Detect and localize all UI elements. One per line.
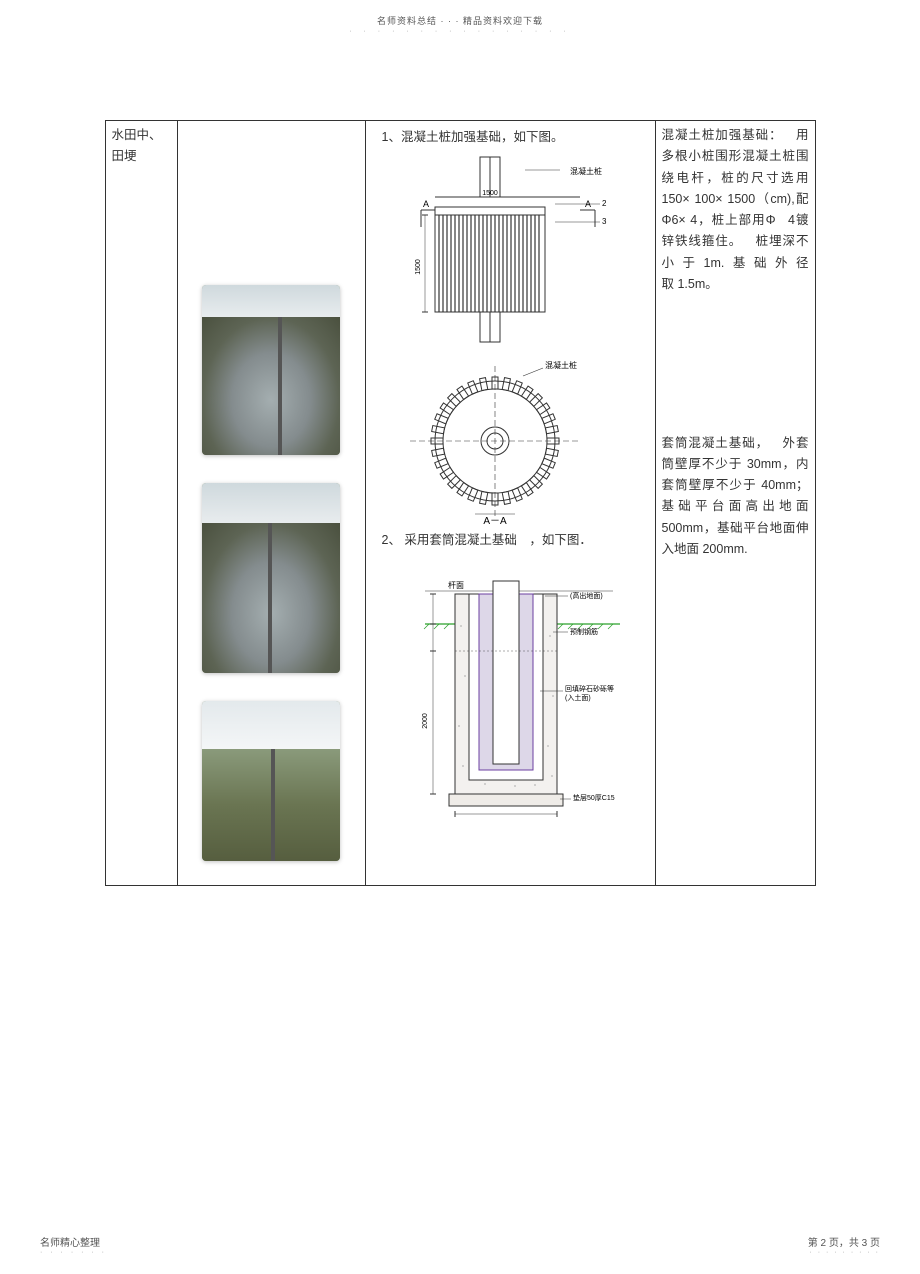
- site-photo-3: [202, 701, 340, 861]
- site-photo-1: [202, 285, 340, 455]
- page-header-dots: · · · · · · · · · · · · · · · ·: [0, 28, 920, 35]
- description-1: 混凝土桩加强基础： 用多根小桩围形混凝土桩围绕电杆，桩的尺寸选用150× 100…: [662, 125, 809, 295]
- footer-left: 名师精心整理: [40, 1234, 107, 1249]
- diag-label: 杆面: [448, 580, 464, 590]
- diag-label: 预制钢筋: [570, 627, 598, 636]
- footer-dots-right: · · · · · · · · ·: [808, 1249, 880, 1256]
- diag-dim: 1500: [415, 259, 422, 275]
- diag-label: (高出地面): [570, 591, 603, 600]
- location-label-cell: 水田中、田埂: [105, 121, 177, 886]
- description-cell: 混凝土桩加强基础： 用多根小桩围形混凝土桩围绕电杆，桩的尺寸选用150× 100…: [655, 121, 815, 886]
- section-label: A－A: [483, 516, 507, 526]
- diag-label: (入土面): [565, 693, 591, 702]
- diag-label: 混凝土桩: [570, 166, 602, 176]
- photo-cell: [177, 121, 365, 886]
- diag-dim: 2000: [422, 713, 429, 729]
- table-row: 水田中、田埂 1、混凝土桩加强基础，如下图。 混凝土桩: [105, 121, 815, 886]
- diag-dim: 1500: [482, 190, 498, 197]
- diag-label: 回填碎石砂砾等: [565, 684, 614, 693]
- content-table: 水田中、田埂 1、混凝土桩加强基础，如下图。 混凝土桩: [105, 120, 816, 886]
- page-header-title: 名师资料总结 · · · 精品资料欢迎下载: [0, 0, 920, 27]
- footer-page-number: 第 2 页，共 3 页: [808, 1234, 880, 1249]
- footer-dots-left: · · · · · · ·: [40, 1249, 107, 1256]
- svg-text:A: A: [423, 199, 429, 209]
- diag-label: 混凝土桩: [545, 360, 577, 370]
- sleeve-foundation-diagram: 杆面 (高出地面): [385, 556, 635, 826]
- diagram-caption-2: 2、 采用套筒混凝土基础 ，如下图．: [382, 530, 649, 551]
- pile-elevation-diagram: 混凝土桩 1500 A A 2 3: [395, 152, 625, 352]
- diagram-cell: 1、混凝土桩加强基础，如下图。 混凝土桩 1500 A A 2 3: [365, 121, 655, 886]
- page-footer: 名师精心整理 · · · · · · · 第 2 页，共 3 页 · · · ·…: [40, 1234, 880, 1256]
- svg-text:3: 3: [602, 217, 607, 226]
- location-label: 水田中、田埂: [112, 128, 162, 163]
- svg-text:2: 2: [602, 199, 607, 208]
- site-photo-2: [202, 483, 340, 673]
- description-2: 套筒混凝土基础， 外套筒壁厚不少于 30mm，内套筒壁厚不少于 40mm；基础平…: [662, 433, 809, 561]
- diag-label: 垫层50厚C15: [573, 793, 615, 802]
- diagram-caption-1: 1、混凝土桩加强基础，如下图。: [382, 127, 649, 148]
- pile-plan-diagram: 混凝土桩 A－A: [395, 356, 625, 526]
